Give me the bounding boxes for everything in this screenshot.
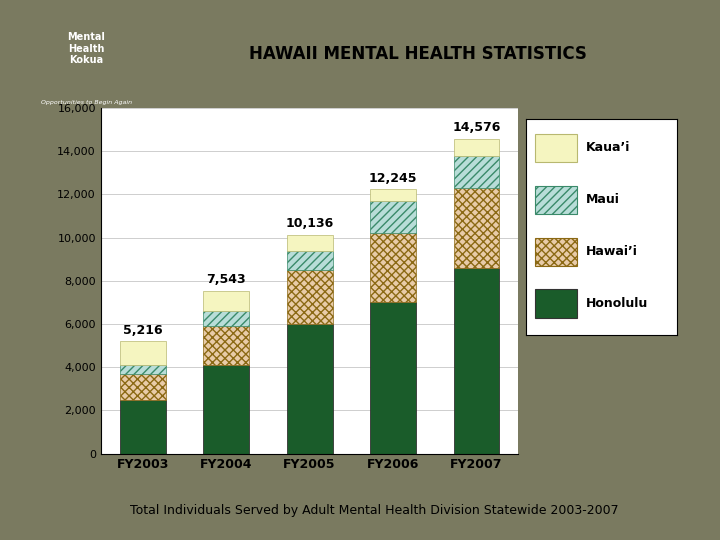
Bar — [370, 201, 416, 233]
Text: Kaua’i: Kaua’i — [586, 141, 631, 154]
Text: HAWAII MENTAL HEALTH STATISTICS: HAWAII MENTAL HEALTH STATISTICS — [248, 45, 587, 63]
Bar — [120, 365, 166, 374]
Text: 14,576: 14,576 — [452, 122, 500, 134]
Bar — [120, 400, 166, 454]
Bar — [454, 156, 500, 188]
Bar — [454, 268, 500, 454]
Bar — [370, 302, 416, 454]
Bar — [287, 235, 333, 251]
Text: Opportunities to Begin Again: Opportunities to Begin Again — [41, 100, 132, 105]
Bar — [535, 238, 577, 266]
Bar — [203, 311, 249, 326]
Bar — [203, 291, 249, 311]
Text: Total Individuals Served by Adult Mental Health Division Statewide 2003-2007: Total Individuals Served by Adult Mental… — [130, 504, 618, 517]
Bar — [370, 189, 416, 201]
Bar — [287, 324, 333, 454]
Text: Maui: Maui — [586, 193, 620, 206]
Text: 7,543: 7,543 — [207, 273, 246, 286]
Bar — [287, 251, 333, 270]
Bar — [535, 134, 577, 162]
Bar — [535, 289, 577, 318]
Bar — [454, 139, 500, 156]
Text: 5,216: 5,216 — [123, 323, 163, 336]
Bar — [535, 186, 577, 214]
Bar — [203, 326, 249, 365]
Text: Mental
Health
Kokua: Mental Health Kokua — [68, 32, 105, 65]
Bar — [370, 233, 416, 302]
Bar — [287, 270, 333, 324]
Text: Hawai’i: Hawai’i — [586, 245, 638, 258]
Bar — [203, 365, 249, 454]
Text: 12,245: 12,245 — [369, 172, 418, 185]
Text: Honolulu: Honolulu — [586, 297, 648, 310]
Text: 10,136: 10,136 — [285, 217, 334, 231]
Bar — [120, 374, 166, 400]
Bar — [120, 341, 166, 365]
Bar — [454, 188, 500, 268]
